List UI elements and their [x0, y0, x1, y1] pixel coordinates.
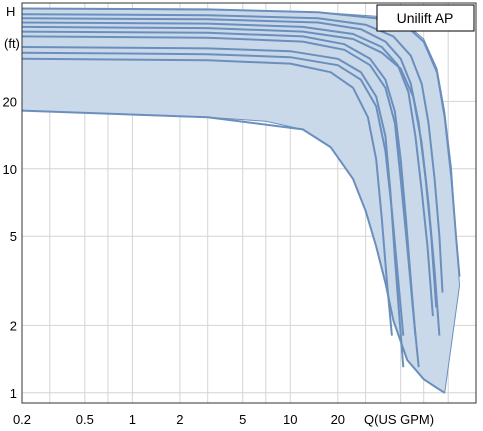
x-tick-label: 0.5 [76, 412, 94, 427]
x-tick-label: 10 [283, 412, 297, 427]
y-tick-label: 1 [10, 386, 17, 401]
x-tick-label: 1 [129, 412, 136, 427]
x-tick-labels: 0.2 0.5 1 2 5 10 20 [13, 412, 345, 427]
y-tick-label: 10 [3, 162, 17, 177]
x-tick-label: 20 [331, 412, 345, 427]
y-axis-unit: (ft) [4, 36, 20, 51]
y-tick-label: 5 [10, 229, 17, 244]
x-axis-label: Q(US GPM) [364, 412, 434, 427]
legend-box: Unilift AP [377, 5, 474, 31]
x-tick-label: 0.2 [13, 412, 31, 427]
x-tick-label: 2 [176, 412, 183, 427]
chart-title: Unilift AP [397, 10, 454, 26]
y-tick-labels: 1 2 5 10 20 [3, 94, 17, 400]
y-axis-label: H [6, 4, 15, 19]
y-tick-label: 2 [10, 318, 17, 333]
y-tick-label: 20 [3, 94, 17, 109]
x-tick-label: 5 [239, 412, 246, 427]
